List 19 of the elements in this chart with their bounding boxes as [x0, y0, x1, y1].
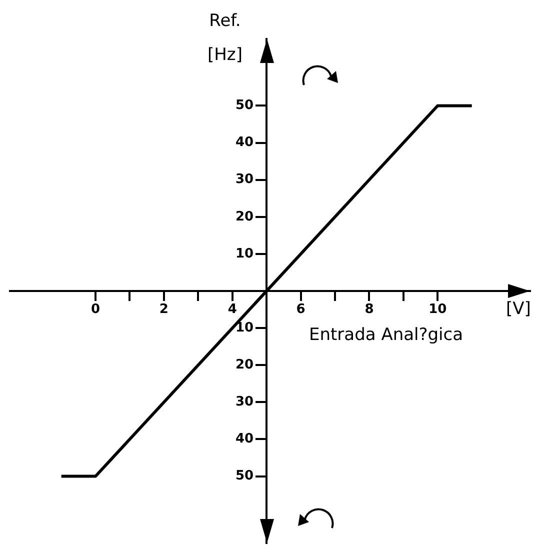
x-tick-label: 4: [228, 302, 237, 318]
y-tick-label: 30: [235, 394, 254, 410]
x-tick-label: 0: [91, 302, 100, 318]
y-tick-label: 20: [235, 209, 254, 224]
y-tick-label: 20: [235, 357, 254, 372]
x-tick-label: 10: [428, 302, 447, 318]
annotation: [V]: [506, 299, 531, 319]
x-tick-label: 8: [364, 302, 374, 318]
x-tick-label: 6: [296, 302, 306, 318]
y-tick-label: 30: [235, 172, 254, 188]
x-axis-title: Entrada Anal?gica: [309, 325, 464, 345]
y-tick-label: 50: [235, 468, 254, 484]
y-tick-label: 40: [235, 135, 254, 150]
y-tick-label: 10: [235, 320, 254, 336]
y-axis-title: Ref. [Hz]: [206, 10, 244, 67]
x-tick-label: 2: [159, 302, 168, 318]
y-tick-label: 40: [235, 432, 254, 447]
y-tick-label: 50: [235, 98, 254, 114]
y-tick-label: 10: [235, 246, 254, 262]
